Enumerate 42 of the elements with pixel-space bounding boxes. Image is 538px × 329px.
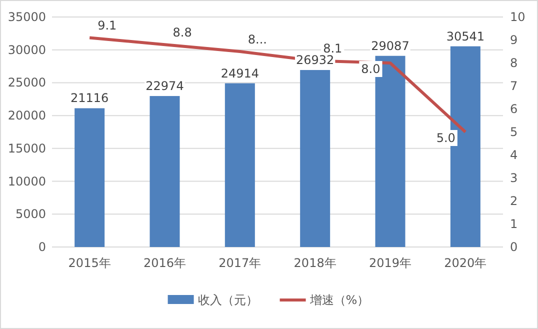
y2-tick-label: 3: [510, 171, 518, 185]
x-tick-label: 2019年: [368, 256, 412, 270]
bar: [150, 96, 180, 247]
y-tick-label: 10000: [8, 174, 46, 188]
y2-tick-label: 1: [510, 217, 518, 231]
data-label: 8.0: [361, 62, 380, 76]
bar: [300, 70, 330, 247]
data-label: 29087: [371, 38, 410, 53]
y-tick-label: 15000: [8, 141, 46, 156]
data-label: 22974: [146, 79, 184, 94]
x-tick-label: 2015年: [68, 256, 111, 270]
data-label: 30541: [446, 29, 485, 44]
y-tick-label: 0: [38, 240, 46, 254]
y2-tick-label: 2: [510, 194, 518, 208]
legend-label: 收入（元）: [198, 293, 258, 307]
y2-tick-label: 7: [510, 79, 518, 93]
y-tick-label: 25000: [8, 76, 46, 90]
x-tick-label: 2020年: [444, 256, 487, 270]
data-label: 8.8: [172, 26, 192, 40]
y-tick-label: 5000: [15, 207, 46, 222]
y2-tick-label: 10: [510, 10, 526, 24]
y-tick-label: 20000: [8, 108, 46, 123]
x-tick-label: 2017年: [218, 256, 262, 270]
y2-tick-label: 8: [510, 56, 518, 70]
bar: [224, 83, 255, 247]
y2-tick-label: 5: [510, 125, 518, 139]
x-tick-label: 2016年: [143, 256, 186, 270]
legend-label: 增速（%）: [308, 293, 370, 307]
y2-tick-label: 9: [510, 33, 518, 47]
data-label: 8.1: [323, 42, 342, 56]
data-label: 21116: [70, 91, 109, 106]
bar: [74, 108, 105, 247]
y2-tick-label: 0: [510, 240, 518, 254]
y-tick-label: 30000: [8, 42, 46, 57]
data-label: 9.1: [98, 18, 117, 33]
y-tick-label: 35000: [8, 10, 46, 24]
data-label: 5.0: [436, 131, 456, 145]
data-label: 24914: [220, 66, 260, 80]
y2-tick-label: 4: [510, 148, 518, 162]
x-tick-label: 2018年: [294, 256, 336, 270]
y2-tick-label: 6: [510, 102, 518, 116]
data-label: 8...: [248, 32, 267, 46]
